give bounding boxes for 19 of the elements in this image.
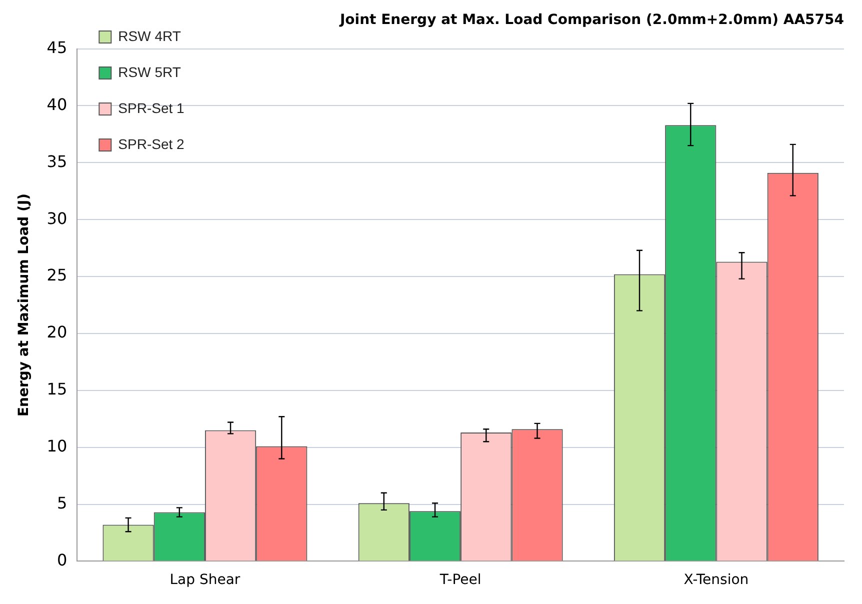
y-tick-label: 30 bbox=[46, 208, 68, 228]
legend-label: RSW 4RT bbox=[118, 28, 182, 44]
x-tick-label: X-Tension bbox=[684, 572, 749, 588]
legend-label: SPR-Set 2 bbox=[118, 136, 185, 152]
y-tick-label: 45 bbox=[46, 38, 68, 57]
x-tick-label: Lap Shear bbox=[170, 572, 240, 588]
y-tick-label: 0 bbox=[56, 550, 68, 570]
x-tick-label: T-Peel bbox=[438, 572, 482, 588]
y-tick-label: 15 bbox=[46, 380, 68, 399]
chart-title: Joint Energy at Max. Load Comparison (2.0mm+2.0mm) AA5754 bbox=[338, 12, 844, 28]
legend-label: SPR-Set 1 bbox=[118, 100, 185, 116]
y-tick-label: 35 bbox=[46, 152, 68, 171]
legend-label: RSW 5RT bbox=[118, 64, 182, 80]
y-axis-title: Energy at Maximum Load (J) bbox=[16, 193, 32, 417]
y-tick-label: 10 bbox=[46, 436, 68, 456]
y-tick-label: 20 bbox=[46, 322, 68, 342]
y-tick-label: 40 bbox=[46, 94, 68, 114]
y-tick-label: 5 bbox=[56, 493, 68, 512]
y-tick-label: 25 bbox=[46, 266, 68, 285]
